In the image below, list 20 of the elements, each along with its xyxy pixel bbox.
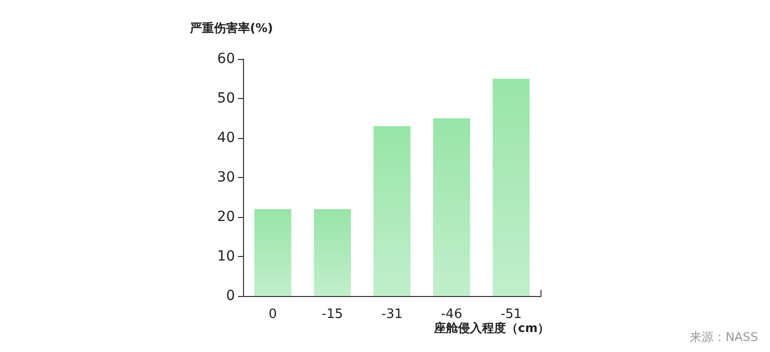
y-tick-label: 10 xyxy=(217,248,235,264)
bar xyxy=(314,209,351,296)
x-tick-label: -15 xyxy=(322,307,344,322)
bar xyxy=(374,126,410,296)
y-tick-label: 20 xyxy=(217,209,235,225)
y-tick-label: 50 xyxy=(217,90,235,106)
x-axis-title: 座舱侵入程度（cm） xyxy=(433,321,550,335)
y-axis-title: 严重伤害率(%) xyxy=(189,21,273,35)
bar xyxy=(433,118,470,296)
y-tick-label: 40 xyxy=(217,130,235,146)
bar xyxy=(254,209,292,296)
x-tick-label: 0 xyxy=(268,307,277,322)
y-tick-label: 30 xyxy=(217,170,235,186)
x-tick-label: -31 xyxy=(381,307,403,322)
y-tick-label: 0 xyxy=(226,288,235,304)
x-tick-label: -46 xyxy=(440,307,462,322)
source-note: 来源：NASS xyxy=(690,330,758,344)
bar xyxy=(492,78,530,296)
x-tick-label: -51 xyxy=(500,307,522,322)
y-tick-label: 60 xyxy=(217,51,235,67)
